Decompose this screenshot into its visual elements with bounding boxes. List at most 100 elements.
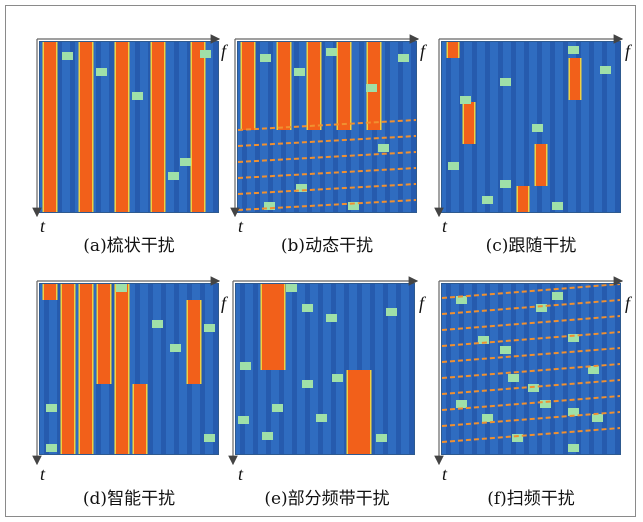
signal-block	[272, 404, 283, 412]
spectrogram-smart-jamming	[39, 283, 219, 455]
noise-stripe	[576, 42, 581, 212]
sweep-line	[442, 363, 620, 379]
signal-block	[286, 284, 297, 292]
signal-block	[376, 434, 387, 442]
signal-block	[532, 124, 543, 132]
jamming-band	[44, 284, 56, 300]
t-axis-label-e: t	[238, 464, 244, 484]
signal-block	[508, 374, 519, 382]
caption-b: (b)动态干扰	[280, 236, 374, 256]
signal-block	[528, 384, 539, 392]
signal-block	[552, 202, 563, 210]
caption-f: (f)扫频干扰	[487, 489, 575, 509]
noise-stripe	[602, 42, 607, 212]
sweep-line	[238, 199, 416, 211]
signal-block	[568, 46, 579, 54]
signal-block	[302, 304, 313, 312]
noise-stripe	[161, 284, 166, 454]
signal-block	[366, 84, 377, 92]
noise-stripe	[511, 42, 516, 212]
noise-stripe	[385, 42, 390, 212]
t-axis-label-f: t	[442, 464, 448, 484]
caption-c: (c)跟随干扰	[485, 236, 577, 256]
jamming-band	[570, 58, 580, 100]
noise-stripe	[318, 284, 323, 454]
noise-stripe	[615, 42, 620, 212]
signal-block	[568, 408, 579, 416]
signal-block	[62, 52, 73, 60]
noise-stripe	[359, 42, 364, 212]
signal-block	[240, 362, 251, 370]
jamming-band	[192, 42, 204, 212]
spectrogram-comb-jamming	[39, 41, 219, 213]
signal-block	[46, 404, 57, 412]
jamming-band	[262, 284, 284, 370]
spectrogram-follower-jamming	[441, 41, 621, 213]
t-axis-label-a: t	[40, 216, 46, 236]
f-axis-label-c: f	[625, 41, 631, 61]
noise-stripe	[459, 284, 464, 454]
jamming-band	[308, 42, 320, 130]
noise-stripe	[370, 284, 375, 454]
f-axis-label-b: f	[420, 41, 426, 61]
noise-stripe	[563, 42, 568, 212]
noise-stripe	[268, 42, 273, 212]
jamming-band	[338, 42, 350, 130]
signal-block	[568, 444, 579, 452]
signal-block	[568, 334, 579, 342]
noise-stripe	[357, 284, 362, 454]
jamming-band	[242, 42, 254, 130]
signal-block	[316, 414, 327, 422]
noise-stripe	[459, 42, 464, 212]
signal-block	[332, 374, 343, 382]
jamming-band	[448, 42, 458, 58]
signal-block	[46, 444, 57, 452]
jamming-band	[152, 42, 164, 212]
signal-block	[588, 366, 599, 374]
t-axis-label-b: t	[238, 216, 244, 236]
signal-block	[386, 308, 397, 316]
sweep-line	[238, 183, 416, 195]
signal-block	[132, 92, 143, 100]
signal-block	[204, 324, 215, 332]
jamming-band	[80, 42, 92, 212]
signal-block	[168, 172, 179, 180]
sweep-line	[442, 427, 620, 443]
signal-block	[500, 78, 511, 86]
noise-stripe	[174, 42, 179, 212]
caption-e: (e)部分频带干扰	[264, 489, 390, 509]
signal-block	[378, 144, 389, 152]
noise-stripe	[187, 42, 192, 212]
jamming-band	[116, 42, 128, 212]
sweep-line	[238, 151, 416, 163]
noise-stripe	[148, 284, 153, 454]
noise-stripe	[109, 42, 114, 212]
f-axis-label-e: f	[419, 293, 425, 313]
signal-block	[238, 416, 249, 424]
signal-block	[482, 414, 493, 422]
signal-block	[302, 380, 313, 388]
signal-block	[460, 96, 471, 104]
noise-stripe	[213, 42, 218, 212]
noise-stripe	[524, 42, 529, 212]
signal-block	[398, 54, 409, 62]
noise-stripe	[253, 284, 258, 454]
f-axis-label-d: f	[221, 293, 227, 313]
jamming-band	[62, 284, 74, 454]
sweep-line	[238, 135, 416, 147]
signal-block	[512, 434, 523, 442]
spectrogram-partial-band-jamming	[235, 283, 415, 455]
f-axis-label-f: f	[625, 293, 631, 313]
jamming-band	[44, 42, 56, 212]
noise-stripe	[550, 284, 555, 454]
signal-block	[600, 66, 611, 74]
f-axis-label-a: f	[221, 41, 227, 61]
noise-stripe	[174, 284, 179, 454]
signal-block	[456, 400, 467, 408]
noise-stripe	[200, 284, 205, 454]
jamming-band	[80, 284, 92, 454]
noise-stripe	[472, 284, 477, 454]
noise-stripe	[589, 42, 594, 212]
signal-block	[500, 180, 511, 188]
noise-stripe	[213, 284, 218, 454]
